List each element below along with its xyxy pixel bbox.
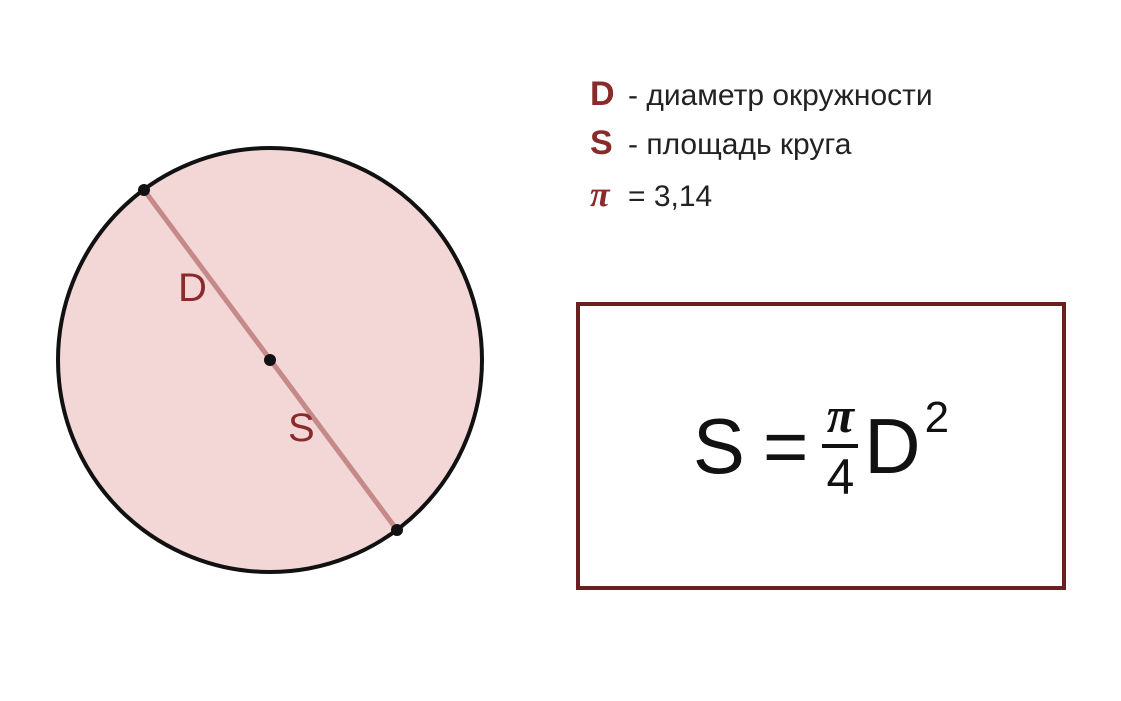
legend: D - диаметр окружности S - площадь круга… [590,75,933,225]
fraction-bar [822,444,858,448]
legend-row-d: D - диаметр окружности [590,75,933,114]
circle-diagram [0,0,540,701]
formula-exponent: 2 [925,396,949,440]
formula-fraction: π 4 [822,390,858,502]
formula-numerator: π [823,390,858,440]
legend-symbol-s: S [590,124,618,163]
formula-denominator: 4 [822,452,858,502]
formula: S = π 4 D 2 [693,390,949,502]
formula-d: D [864,407,920,485]
label-d: D [178,266,207,311]
formula-box: S = π 4 D 2 [576,302,1066,590]
legend-symbol-d: D [590,75,618,114]
formula-s: S [693,407,745,485]
legend-text-pi: = 3,14 [628,180,712,214]
endpoint-top [138,184,150,196]
legend-text-d: - диаметр окружности [628,79,933,113]
endpoint-bottom [391,524,403,536]
center-point [264,354,276,366]
formula-eq: = [763,407,809,485]
legend-text-s: - площадь круга [628,128,851,162]
legend-row-pi: π = 3,14 [590,173,933,215]
diagram-stage: D S D - диаметр окружности S - площадь к… [0,0,1121,701]
legend-row-s: S - площадь круга [590,124,933,163]
legend-symbol-pi: π [590,173,618,215]
label-s: S [288,406,315,451]
